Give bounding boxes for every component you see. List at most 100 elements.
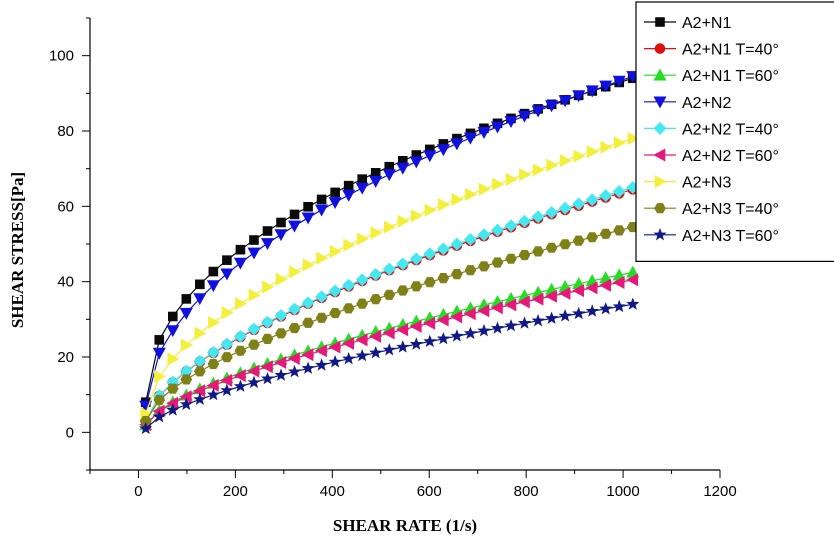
data-point-triangle-down	[517, 110, 532, 123]
legend-label: A2+N2 T=60°	[682, 148, 779, 165]
data-point-triangle-left	[328, 340, 341, 354]
y-tick-label: 0	[66, 424, 74, 441]
data-point-diamond	[558, 201, 572, 215]
data-point-triangle-right	[532, 163, 545, 177]
data-point-hexagon	[288, 322, 301, 334]
data-point-triangle-left	[599, 278, 612, 292]
data-point-diamond	[545, 206, 559, 219]
data-point-diamond	[328, 284, 342, 298]
data-point-triangle-down	[599, 80, 613, 93]
data-point-square	[262, 226, 273, 236]
data-point-triangle-down	[463, 132, 477, 145]
data-point-triangle-down	[206, 280, 220, 293]
data-point-diamond	[409, 252, 423, 266]
data-point-triangle-down	[572, 90, 586, 103]
data-point-triangle-left	[585, 281, 598, 295]
data-point-triangle-down	[396, 162, 410, 175]
data-point-hexagon	[329, 307, 341, 319]
data-point-square	[303, 201, 313, 212]
data-point-diamond	[436, 242, 450, 256]
data-point-diamond	[247, 322, 261, 336]
data-point-triangle-right	[356, 232, 369, 246]
data-point-triangle-left	[423, 316, 436, 330]
data-point-diamond	[450, 237, 464, 251]
data-point-triangle-down	[152, 347, 166, 360]
data-point-star	[545, 311, 559, 324]
data-point-star	[139, 421, 153, 435]
data-point-hexagon	[599, 228, 612, 239]
legend-box	[635, 1, 834, 262]
data-point-square	[343, 180, 354, 191]
data-point-triangle-right	[546, 158, 559, 172]
data-point-triangle-down	[436, 144, 450, 157]
data-point-triangle-down	[260, 238, 275, 251]
data-point-triangle-left	[206, 378, 219, 392]
legend-item: A2+N1 T=60°	[644, 68, 779, 85]
data-point-triangle-down	[315, 204, 329, 217]
data-point-square	[289, 209, 300, 220]
data-point-star	[463, 326, 477, 339]
legend-label: A2+N3 T=60°	[682, 228, 779, 245]
data-point-diamond	[396, 257, 410, 271]
legend-label: A2+N1	[682, 15, 731, 32]
data-point-star	[152, 410, 166, 423]
legend-label: A2+N3	[682, 175, 731, 192]
data-point-triangle-down	[531, 105, 545, 118]
data-point-hexagon	[153, 394, 166, 406]
x-tick-label: 200	[223, 483, 248, 500]
y-tick-label: 80	[57, 123, 74, 140]
data-point-triangle-left	[301, 348, 314, 362]
data-point-triangle-left	[220, 373, 233, 387]
data-point-diamond	[585, 193, 599, 207]
data-point-triangle-down	[545, 100, 559, 113]
data-point-triangle-down	[193, 293, 207, 306]
data-point-triangle-left	[233, 369, 246, 383]
data-point-triangle-left	[409, 319, 422, 333]
data-point-hexagon	[437, 272, 450, 284]
data-point-triangle-left	[287, 351, 300, 366]
data-point-star	[166, 403, 180, 416]
data-point-star	[585, 304, 599, 317]
data-point-triangle-down	[504, 116, 518, 129]
data-point-triangle-down	[409, 156, 423, 169]
legend-item: A2+N2 T=60°	[644, 148, 779, 165]
data-point-diamond	[355, 273, 369, 287]
data-point-diamond	[477, 228, 491, 242]
data-point-diamond	[206, 345, 220, 359]
data-point-square	[222, 255, 232, 265]
data-point-triangle-right	[289, 265, 302, 279]
data-point-star	[274, 368, 288, 381]
data-point-star	[517, 316, 532, 329]
data-point-star	[572, 306, 586, 320]
data-point-triangle-left	[396, 323, 409, 337]
data-point-triangle-right	[410, 209, 423, 223]
data-point-star	[612, 299, 626, 313]
data-point-square	[195, 279, 205, 290]
data-point-triangle-right	[505, 172, 518, 186]
legend-label: A2+N1 T=60°	[682, 68, 779, 85]
data-point-diamond	[612, 185, 626, 198]
data-point-triangle-right	[465, 187, 478, 201]
legend-item: A2+N2 T=40°	[644, 121, 779, 138]
y-tick-label: 20	[57, 349, 74, 366]
y-tick-label: 60	[57, 198, 74, 215]
data-point-hexagon	[275, 328, 287, 339]
data-point-triangle-right	[154, 369, 166, 384]
data-point-square	[276, 217, 286, 228]
data-point-triangle-left	[463, 307, 476, 321]
data-point-triangle-right	[262, 280, 275, 294]
data-point-hexagon	[356, 298, 369, 309]
data-point-triangle-right	[329, 244, 342, 259]
data-point-triangle-right	[613, 136, 626, 150]
data-point-triangle-right	[181, 338, 193, 352]
data-point-circle	[654, 43, 666, 54]
series-line	[145, 75, 633, 407]
data-point-triangle-left	[572, 284, 585, 298]
data-point-triangle-down	[301, 212, 315, 225]
data-point-star	[382, 343, 396, 356]
data-point-triangle-left	[531, 292, 544, 306]
data-point-triangle-down	[369, 175, 383, 188]
data-point-triangle-right	[235, 297, 248, 311]
data-point-hexagon	[248, 339, 260, 350]
data-point-diamond	[653, 121, 667, 135]
